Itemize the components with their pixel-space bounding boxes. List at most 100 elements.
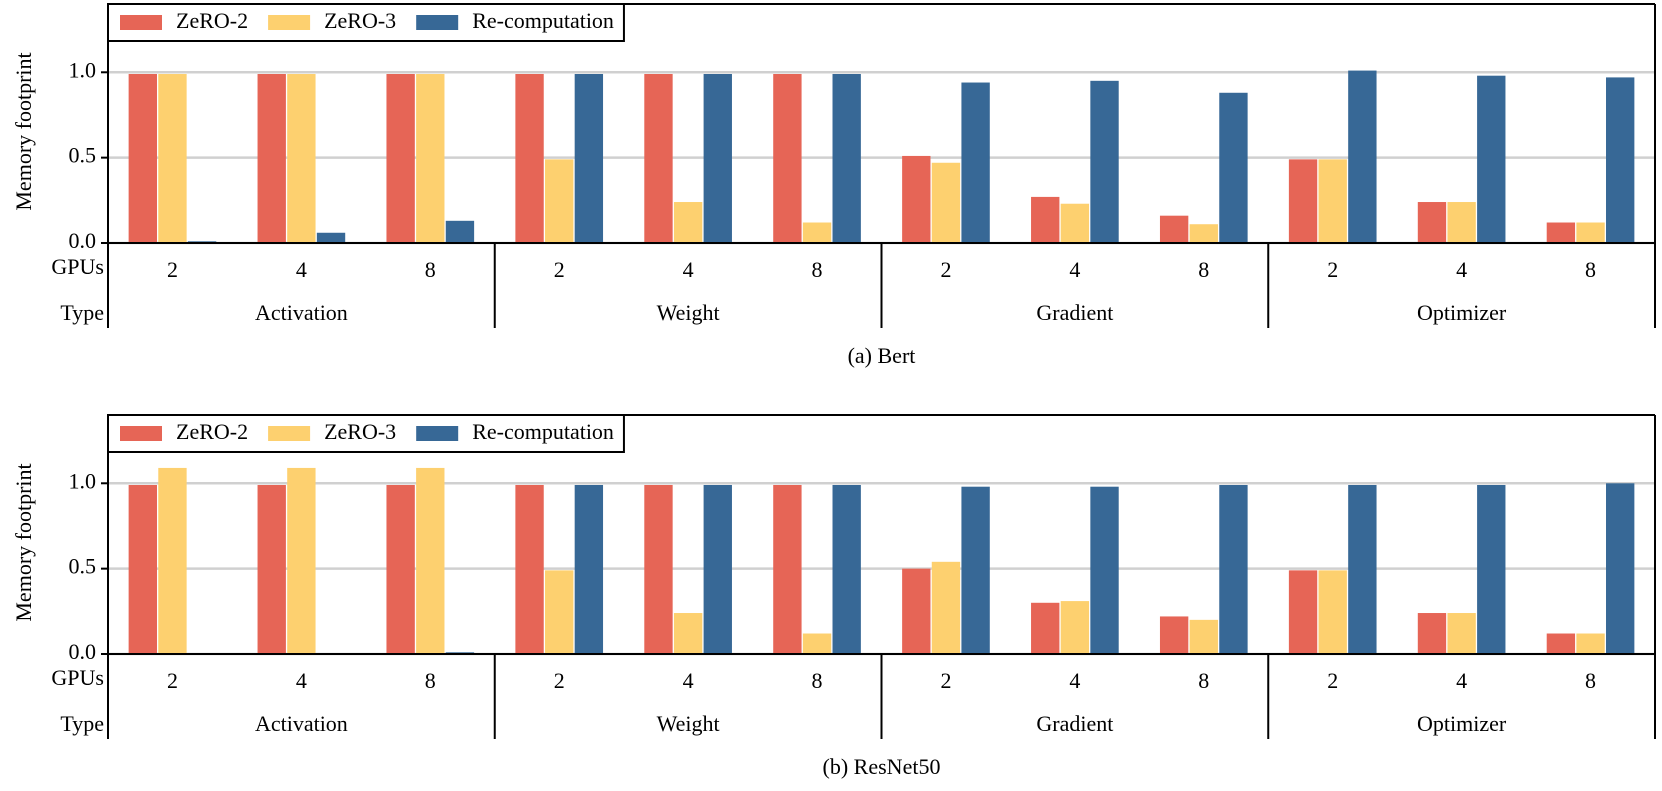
legend-label: ZeRO-3 bbox=[324, 8, 396, 33]
bar bbox=[1447, 613, 1476, 654]
bar bbox=[257, 484, 286, 654]
bar bbox=[574, 73, 604, 243]
bar bbox=[773, 484, 802, 654]
bar bbox=[1189, 224, 1218, 243]
bar bbox=[1477, 484, 1506, 654]
bar bbox=[703, 73, 732, 243]
bar bbox=[1417, 202, 1447, 243]
bar bbox=[1090, 486, 1119, 654]
bar bbox=[802, 633, 832, 654]
bar bbox=[931, 162, 961, 243]
legend-swatch bbox=[268, 15, 311, 30]
bar bbox=[128, 484, 157, 654]
bar bbox=[673, 613, 703, 654]
bar bbox=[961, 82, 990, 244]
x-tick-label: 8 bbox=[812, 668, 823, 693]
bar bbox=[1546, 633, 1576, 654]
bar bbox=[1031, 602, 1060, 654]
bar bbox=[386, 73, 415, 243]
legend-label: ZeRO-2 bbox=[176, 8, 248, 33]
bar bbox=[1348, 70, 1377, 243]
bar bbox=[1090, 80, 1119, 243]
bar bbox=[1348, 484, 1377, 654]
group-label: Optimizer bbox=[1417, 711, 1507, 736]
bar bbox=[386, 484, 415, 654]
x-tick-label: 4 bbox=[1069, 257, 1080, 282]
x-tick-label: 2 bbox=[940, 257, 951, 282]
group-label: Weight bbox=[657, 300, 720, 325]
bar bbox=[1606, 77, 1635, 244]
legend-label: Re-computation bbox=[472, 419, 614, 444]
x-tick-label: 2 bbox=[1327, 668, 1338, 693]
bar bbox=[316, 232, 346, 243]
bar bbox=[832, 484, 861, 654]
x-tick-label: 4 bbox=[1069, 668, 1080, 693]
group-label: Activation bbox=[255, 300, 348, 325]
bar bbox=[1447, 202, 1476, 243]
legend-swatch bbox=[120, 15, 162, 30]
y-tick-label: 1.0 bbox=[69, 57, 97, 82]
bar bbox=[1219, 484, 1248, 654]
y-tick-label: 0.0 bbox=[69, 639, 97, 664]
bar bbox=[1576, 222, 1605, 243]
bar bbox=[416, 73, 445, 243]
x-tick-label: 8 bbox=[425, 257, 436, 282]
x-tick-label: 2 bbox=[940, 668, 951, 693]
bar bbox=[703, 484, 732, 654]
x-tick-label: 8 bbox=[1585, 257, 1596, 282]
bar bbox=[545, 159, 574, 243]
x-tick-label: 4 bbox=[1456, 257, 1467, 282]
x-tick-label: 4 bbox=[683, 668, 694, 693]
bar bbox=[574, 484, 604, 654]
legend-box bbox=[107, 3, 625, 42]
y-tick-label: 0.5 bbox=[69, 143, 97, 168]
bar bbox=[1060, 601, 1090, 654]
x-tick-label: 2 bbox=[554, 257, 565, 282]
bar bbox=[1060, 203, 1090, 243]
bar bbox=[445, 220, 475, 243]
legend-swatch bbox=[268, 426, 311, 441]
bar bbox=[257, 73, 286, 243]
row-label: Type bbox=[60, 711, 104, 736]
bar bbox=[1546, 222, 1576, 243]
x-tick-label: 2 bbox=[167, 257, 178, 282]
bar bbox=[1288, 159, 1318, 243]
legend-swatch bbox=[416, 15, 459, 30]
legend-swatch bbox=[120, 426, 162, 441]
bar bbox=[802, 222, 832, 243]
group-label: Optimizer bbox=[1417, 300, 1507, 325]
y-axis-label: Memory footprint bbox=[11, 52, 36, 210]
y-tick-label: 0.0 bbox=[69, 228, 97, 253]
bar bbox=[902, 568, 931, 654]
legend-box bbox=[107, 414, 625, 453]
bar bbox=[673, 202, 703, 243]
bar bbox=[287, 467, 316, 654]
x-tick-label: 2 bbox=[167, 668, 178, 693]
bar bbox=[902, 155, 931, 243]
bar bbox=[545, 570, 574, 654]
bar bbox=[1477, 75, 1506, 243]
group-label: Activation bbox=[255, 711, 348, 736]
legend: ZeRO-2 ZeRO-3 Re-computation bbox=[107, 414, 625, 453]
x-tick-label: 8 bbox=[812, 257, 823, 282]
bar bbox=[1219, 92, 1248, 244]
bar bbox=[158, 73, 187, 243]
bar bbox=[1159, 616, 1189, 654]
bar bbox=[644, 73, 673, 243]
x-tick-label: 8 bbox=[1198, 257, 1209, 282]
row-label: GPUs bbox=[51, 254, 104, 279]
bar bbox=[931, 561, 961, 654]
bar bbox=[832, 73, 861, 243]
bar bbox=[515, 73, 544, 243]
bar bbox=[1417, 613, 1447, 654]
bar bbox=[1318, 159, 1347, 243]
bar bbox=[644, 484, 673, 654]
legend-label: ZeRO-2 bbox=[176, 419, 248, 444]
x-tick-label: 4 bbox=[1456, 668, 1467, 693]
y-tick-label: 0.5 bbox=[69, 554, 97, 579]
x-tick-label: 4 bbox=[296, 668, 307, 693]
bar bbox=[287, 73, 316, 243]
bar bbox=[1606, 483, 1635, 654]
y-axis-label: Memory footprint bbox=[11, 463, 36, 621]
